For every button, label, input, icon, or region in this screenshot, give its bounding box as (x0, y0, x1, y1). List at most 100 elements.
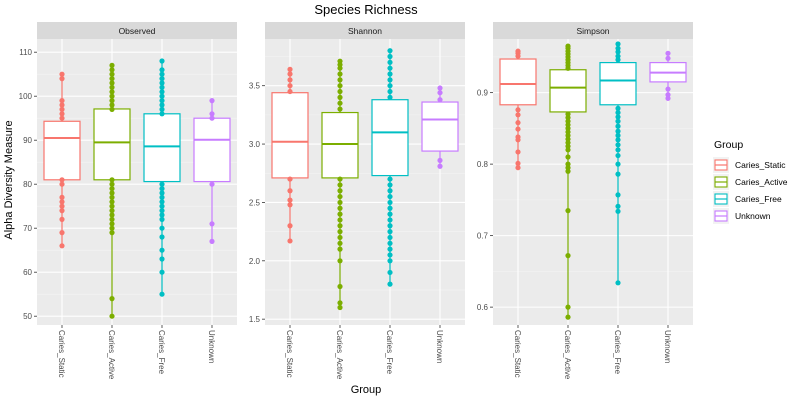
box-unknown (649, 50, 687, 101)
box-caries-active (321, 58, 359, 311)
data-point (615, 142, 621, 148)
y-tick-label: 70 (23, 224, 32, 233)
data-point (109, 194, 115, 200)
data-point (387, 205, 393, 211)
data-point (159, 247, 165, 253)
data-point (337, 246, 343, 252)
y-tick-label: 90 (23, 136, 32, 145)
data-point (337, 199, 343, 206)
data-point (615, 152, 621, 159)
data-point (665, 92, 671, 98)
data-point (159, 234, 165, 240)
y-tick-label: 110 (19, 48, 32, 57)
data-point (387, 240, 393, 246)
data-point (109, 102, 115, 108)
x-tick-label: Unknown (435, 330, 444, 363)
data-point (615, 137, 621, 143)
data-point (565, 129, 571, 135)
y-tick-label: 2.0 (249, 257, 261, 266)
data-point (565, 147, 571, 153)
data-point (615, 49, 621, 55)
data-point (337, 182, 343, 188)
facet-panels: Observed 50 60 70 80 90 100 110 Caries_Static Car… (19, 22, 693, 380)
data-point (615, 192, 621, 198)
data-point (615, 45, 621, 51)
data-point (109, 203, 115, 209)
data-point (615, 171, 621, 177)
data-point (387, 188, 393, 194)
data-point (565, 208, 571, 214)
data-point (565, 65, 571, 71)
data-point (387, 48, 393, 54)
data-point (437, 90, 443, 96)
data-point (387, 223, 393, 229)
data-point (387, 229, 393, 235)
data-point (387, 234, 393, 241)
data-point (337, 193, 343, 200)
box-iqr (371, 99, 409, 177)
data-point (159, 225, 165, 231)
data-point (159, 98, 165, 104)
data-point (337, 217, 343, 223)
data-point (159, 111, 165, 117)
data-point (665, 50, 671, 56)
y-tick-label: 2.5 (249, 198, 261, 207)
x-tick-label: Unknown (663, 330, 672, 363)
data-point (59, 199, 65, 205)
data-point (159, 76, 165, 82)
data-point (109, 89, 115, 95)
x-tick-label: Caries_Free (613, 330, 622, 375)
data-point (565, 168, 571, 174)
data-point (515, 165, 521, 171)
data-point (109, 221, 115, 227)
x-tick-label: Caries_Active (335, 330, 344, 380)
data-point (337, 77, 343, 83)
x-tick-label: Caries_Free (385, 330, 394, 375)
box-iqr (93, 108, 131, 181)
facet-strip-label: Observed (119, 26, 156, 36)
data-point (565, 304, 571, 310)
y-tick-label: 100 (19, 92, 33, 101)
data-point (337, 188, 343, 194)
data-point (59, 76, 65, 82)
data-point (565, 154, 571, 160)
panel-background (265, 39, 465, 325)
y-tick-label: 0.9 (477, 89, 489, 98)
data-point (159, 208, 165, 214)
data-point (337, 258, 343, 264)
facet-strip (265, 22, 465, 39)
data-point (337, 283, 343, 290)
data-point (615, 128, 621, 134)
box-iqr (499, 58, 537, 106)
facet-simpson: Simpson 0.6 0.7 0.8 0.9 Caries_Static Caries_A… (477, 22, 693, 380)
data-point (109, 71, 115, 77)
facet-strip (37, 22, 237, 39)
data-point (565, 165, 571, 171)
legend-item-caries-free: Caries_Free (713, 191, 782, 207)
gridlines (493, 39, 693, 325)
box-caries-active (93, 62, 131, 319)
data-point (287, 88, 293, 95)
legend-label: Caries_Free (735, 194, 782, 204)
data-point (337, 223, 343, 229)
x-tick-label: Caries_Active (563, 330, 572, 380)
data-point (59, 181, 65, 187)
y-tick-label: 80 (23, 180, 32, 189)
box-iqr (271, 92, 309, 179)
data-point (387, 269, 393, 276)
box-caries-static (271, 66, 309, 244)
data-point (515, 137, 521, 143)
data-point (387, 281, 393, 287)
data-point (515, 149, 521, 155)
data-point (337, 304, 343, 311)
data-point (437, 97, 443, 103)
legend: Group Caries_Static Caries_Active Caries_F… (713, 139, 788, 224)
data-point (337, 240, 343, 246)
data-point (109, 181, 115, 187)
x-tick-label: Caries_Static (513, 330, 522, 378)
data-point (387, 65, 393, 71)
y-tick-label: 50 (23, 312, 32, 321)
data-point (159, 102, 165, 108)
data-point (615, 280, 621, 286)
